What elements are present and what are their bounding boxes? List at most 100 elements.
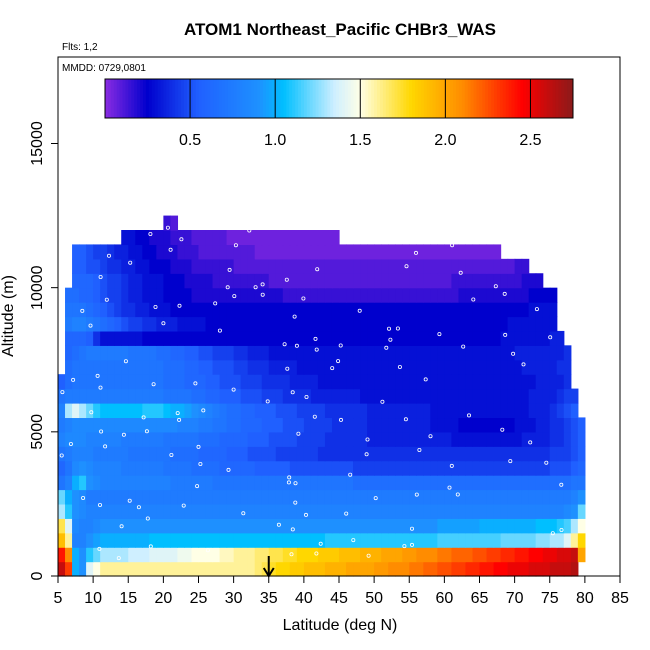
heatmap-cell [198,244,207,260]
colorbar-tick-label: 2.0 [434,132,456,149]
heatmap-cell [486,460,495,476]
heatmap-cell [303,316,312,332]
heatmap-cell [198,446,207,462]
heatmap-cell [226,330,235,346]
heatmap-cell [177,330,186,346]
heatmap-cell [458,532,467,548]
heatmap-cell [296,518,305,534]
heatmap-cell [500,460,509,476]
heatmap-cell [233,547,242,563]
heatmap-cell [170,359,179,375]
heatmap-cell [275,258,284,274]
heatmap-cell [100,273,108,289]
heatmap-cell [58,388,66,404]
sample-point [265,399,270,404]
heatmap-cell [451,561,460,577]
heatmap-cell [479,345,488,361]
colorbar-swatch [315,79,320,118]
x-tick-label: 70 [506,590,524,607]
heatmap-cell [310,532,319,548]
heatmap-cell [240,316,249,332]
heatmap-cell [240,330,249,346]
heatmap-cell [177,561,186,577]
heatmap-cell [451,316,460,332]
heatmap-cell [114,388,122,404]
heatmap-cell [254,374,263,390]
heatmap-cell [500,330,509,346]
heatmap-cell [128,316,136,332]
heatmap-cell [479,475,488,491]
heatmap-cell [500,273,509,289]
heatmap-cell [367,316,375,332]
heatmap-cell [289,532,298,548]
heatmap-cell [128,244,136,260]
heatmap-cell [261,403,270,419]
heatmap-cell [289,258,298,274]
sample-point [544,460,549,465]
sample-point [559,482,564,487]
heatmap-cell [226,431,235,447]
heatmap-cell [521,460,530,476]
heatmap-cell [493,388,502,404]
heatmap-cell [346,475,354,491]
heatmap-cell [121,518,129,534]
colorbar-swatch [166,79,170,118]
heatmap-cell [514,345,523,361]
colorbar-tick-label: 1.5 [349,132,371,149]
heatmap-cell [100,330,108,346]
heatmap-cell [381,330,389,346]
heatmap-cell [170,258,179,274]
heatmap-cell [261,230,270,246]
heatmap-cell [563,446,572,462]
heatmap-cell [556,388,565,404]
colorbar-swatch [362,79,366,118]
heatmap-cell [198,547,207,563]
heatmap-cell [296,287,305,303]
heatmap-cell [374,316,382,332]
heatmap-cell [430,244,438,260]
heatmap-cell [331,258,340,274]
colorbar-swatch [251,79,255,118]
heatmap-cell [135,403,143,419]
heatmap-cell [65,374,73,390]
heatmap-cell [156,475,164,491]
heatmap-cell [170,561,179,577]
colorbar-swatch [543,79,548,118]
heatmap-cell [296,359,305,375]
sample-point [213,301,218,306]
heatmap-cell [402,561,410,577]
heatmap-cell [458,388,467,404]
heatmap-cell [303,532,312,548]
sample-point [314,551,319,556]
heatmap-cell [128,547,136,563]
heatmap-cell [493,503,502,519]
heatmap-cell [324,359,333,375]
heatmap-cell [472,518,481,534]
heatmap-cell [563,460,572,476]
heatmap-cell [226,258,235,274]
colorbar-swatch [488,79,492,118]
heatmap-cell [219,302,228,318]
x-tick-label: 35 [260,590,278,607]
heatmap-cell [65,302,73,318]
heatmap-cell [409,475,417,491]
heatmap-cell [261,388,270,404]
colorbar-swatch [482,79,486,118]
heatmap-cell [191,547,200,563]
heatmap-cell [163,316,172,332]
heatmap-cell [409,403,417,419]
colorbar-swatch [236,79,241,118]
heatmap-cell [310,287,319,303]
heatmap-cell [128,518,136,534]
heatmap-cell [360,460,368,476]
heatmap-cell [402,316,410,332]
heatmap-cell [219,230,228,246]
heatmap-cell [500,518,509,534]
heatmap-cell [268,532,277,548]
heatmap-cell [570,446,579,462]
colorbar-swatch [195,79,200,118]
heatmap-cell [479,518,488,534]
heatmap-cell [521,359,530,375]
heatmap-cell [261,446,270,462]
